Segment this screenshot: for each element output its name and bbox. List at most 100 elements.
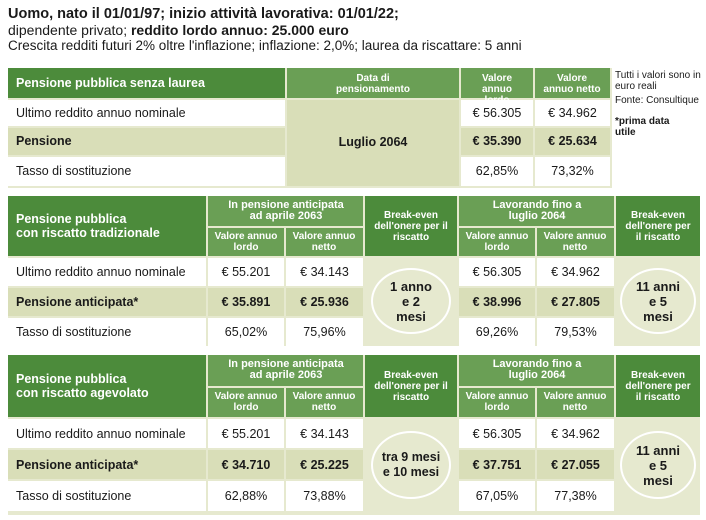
table-cell: 69,26% <box>459 318 535 346</box>
table-cell: € 27.055 <box>537 450 614 479</box>
cell-value: 73,88% <box>303 489 346 503</box>
break-even-value: 11 anni e 5 mesi <box>635 278 681 324</box>
table2-group-b: Lavorando fino a luglio 2064 <box>459 196 614 226</box>
table-cell: 73,32% <box>535 157 610 186</box>
date-cell: Luglio 2064 <box>287 100 459 186</box>
table-row: Pensione <box>8 128 285 155</box>
cell-value: 69,26% <box>475 325 519 339</box>
table3-title: Pensione pubblica con riscatto agevolato <box>16 372 149 400</box>
row-label: Ultimo reddito annuo nominale <box>16 265 186 279</box>
table-cell: € 55.201 <box>208 258 284 286</box>
table2-break-even-a: Break-even dell'onere per il riscatto <box>365 196 457 256</box>
table3-title-line2: con riscatto agevolato <box>16 386 149 400</box>
header-line-1: Uomo, nato il 01/01/97; inizio attività … <box>8 6 399 22</box>
col-label: Valore annuo lordo <box>214 231 278 253</box>
table2-title-line2: con riscatto tradizionale <box>16 226 160 240</box>
table-cell: € 37.751 <box>459 450 535 479</box>
row-label: Pensione anticipata* <box>16 458 139 472</box>
table3-col-b-net: Valore annuo netto <box>537 388 614 417</box>
break-even-label: Break-even dell'onere per il riscatto <box>374 210 448 243</box>
cell-value: € 34.143 <box>300 427 349 441</box>
row-label: Ultimo reddito annuo nominale <box>16 106 186 120</box>
table-cell: 62,88% <box>208 481 284 511</box>
break-even-label: Break-even dell'onere per il riscatto <box>625 210 691 243</box>
col-label: Valore annuo netto <box>543 391 607 413</box>
cell-value: € 25.634 <box>548 134 597 148</box>
table-row: Ultimo reddito annuo nominale <box>8 419 206 448</box>
cell-value: € 38.996 <box>472 295 522 309</box>
table3-group-b: Lavorando fino a luglio 2064 <box>459 355 614 386</box>
table3-title-cell: Pensione pubblica con riscatto agevolato <box>8 355 206 417</box>
break-even-value: tra 9 mesi e 10 mesi <box>381 450 441 479</box>
table-row: Pensione anticipata* <box>8 288 206 316</box>
row-label: Pensione <box>16 134 72 148</box>
cell-value: 75,96% <box>303 325 346 339</box>
table-cell: € 34.962 <box>535 100 610 126</box>
table-cell: 65,02% <box>208 318 284 346</box>
break-even-oval-a: 1 anno e 2 mesi <box>371 268 451 334</box>
table-cell: € 56.305 <box>461 100 533 126</box>
row-label: Tasso di sostituzione <box>16 489 132 503</box>
break-even-oval-b: 11 anni e 5 mesi <box>620 431 696 499</box>
table2-group-a-label: In pensione anticipata ad aprile 2063 <box>228 199 344 222</box>
table-cell: € 56.305 <box>459 258 535 286</box>
table1-title: Pensione pubblica senza laurea <box>16 76 205 90</box>
table2-group-b-label: Lavorando fino a luglio 2064 <box>492 199 582 222</box>
cell-value: 62,85% <box>475 164 519 178</box>
table-cell: € 25.936 <box>286 288 363 316</box>
break-even-value: 1 anno e 2 mesi <box>390 278 432 324</box>
col-label: Valore annuo lordo <box>465 231 529 253</box>
table-cell: € 34.962 <box>537 419 614 448</box>
table2-col-a-net: Valore annuo netto <box>286 228 363 256</box>
table2-col-b-gross: Valore annuo lordo <box>459 228 535 256</box>
table-cell: € 35.390 <box>461 128 533 155</box>
table-cell: 73,88% <box>286 481 363 511</box>
infographic-header: Uomo, nato il 01/01/97; inizio attività … <box>8 6 608 54</box>
cell-value: € 34.962 <box>551 427 600 441</box>
header-line-2-b: reddito lordo annuo: 25.000 euro <box>130 22 349 38</box>
table-cell: 79,53% <box>537 318 614 346</box>
table-row: Tasso di sostituzione <box>8 481 206 511</box>
break-even-label: Break-even dell'onere per il riscatto <box>625 370 691 403</box>
header-line-3: Crescita redditi futuri 2% oltre l'infla… <box>8 38 522 53</box>
col-label: Valore annuo netto <box>543 231 607 253</box>
table3-col-a-net: Valore annuo netto <box>286 388 363 417</box>
table-cell: € 27.805 <box>537 288 614 316</box>
table3-break-even-b: Break-even dell'onere per il riscatto <box>616 355 700 417</box>
cell-value: € 27.055 <box>551 458 600 472</box>
cell-value: 77,38% <box>554 489 597 503</box>
break-even-value: 11 anni e 5 mesi <box>635 442 681 488</box>
header-line-2-a: dipendente privato; <box>8 22 131 38</box>
cell-value: € 56.305 <box>472 106 522 120</box>
break-even-oval-a: tra 9 mesi e 10 mesi <box>371 431 451 499</box>
table1-col-gross: Valore annuo lordo <box>461 68 533 106</box>
row-label: Ultimo reddito annuo nominale <box>16 427 186 441</box>
cell-value: € 56.305 <box>472 265 522 279</box>
table-riscatto-agevolato: Pensione pubblica con riscatto agevolato… <box>8 355 700 515</box>
table2-col-a-gross: Valore annuo lordo <box>208 228 284 256</box>
table-row: Tasso di sostituzione <box>8 157 285 186</box>
row-label: Tasso di sostituzione <box>16 164 132 178</box>
col-label: Valore annuo lordo <box>214 391 278 413</box>
cell-value: € 25.225 <box>300 458 349 472</box>
table-cell: € 34.143 <box>286 419 363 448</box>
table-cell: € 34.710 <box>208 450 284 479</box>
cell-value: € 56.305 <box>472 427 522 441</box>
table1-col-date-label: Data di pensionamento <box>336 73 410 95</box>
table2-title-line1: Pensione pubblica <box>16 212 127 226</box>
table-cell: € 35.891 <box>208 288 284 316</box>
table-cell: € 38.996 <box>459 288 535 316</box>
cell-value: € 34.962 <box>548 106 597 120</box>
table-cell: 67,05% <box>459 481 535 511</box>
table3-title-line1: Pensione pubblica <box>16 372 127 386</box>
table-cell: € 25.225 <box>286 450 363 479</box>
cell-value: € 35.390 <box>472 134 522 148</box>
cell-value: € 55.201 <box>221 265 271 279</box>
date-value: Luglio 2064 <box>338 135 408 149</box>
table1-title-cell: Pensione pubblica senza laurea <box>8 68 285 98</box>
cell-value: 79,53% <box>554 325 597 339</box>
table-senza-laurea: Pensione pubblica senza laurea Data di p… <box>8 68 612 188</box>
col-label: Valore annuo netto <box>292 391 356 413</box>
table-row: Ultimo reddito annuo nominale <box>8 258 206 286</box>
table-cell: 77,38% <box>537 481 614 511</box>
